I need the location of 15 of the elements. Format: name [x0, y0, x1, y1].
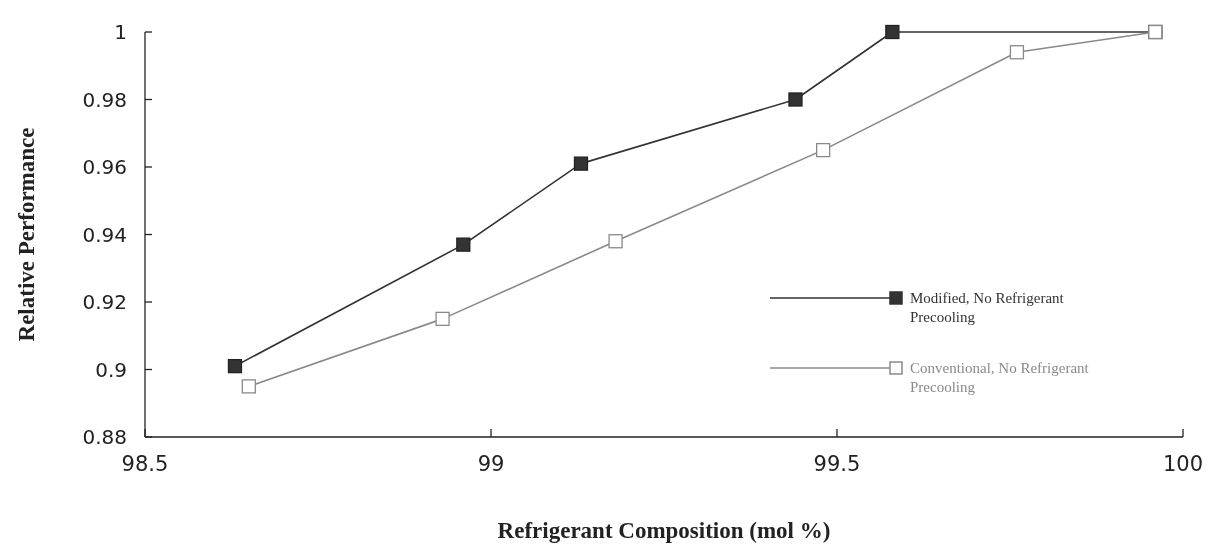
y-tick-label: 1	[114, 20, 127, 44]
y-tick-label: 0.9	[95, 357, 127, 382]
y-axis-title: Relative Performance	[14, 127, 39, 342]
x-tick-label: 100	[1162, 452, 1204, 476]
x-tick-label: 98.5	[121, 452, 169, 476]
legend-label: Modified, No Refrigerant Precooling	[910, 290, 1065, 325]
y-tick-label: 0.96	[82, 155, 127, 179]
y-tick-label: 0.94	[82, 222, 127, 247]
x-axis-title: Refrigerant Composition (mol %)	[497, 518, 831, 543]
legend-label: Conventional, No Refrigerant Precooling	[910, 360, 1090, 395]
y-tick-label: 0.88	[82, 425, 127, 449]
x-tick-label: 99	[477, 452, 505, 476]
x-tick-label: 99.5	[813, 452, 861, 476]
y-tick-label: 0.92	[82, 290, 127, 314]
y-tick-label: 0.98	[82, 87, 127, 112]
